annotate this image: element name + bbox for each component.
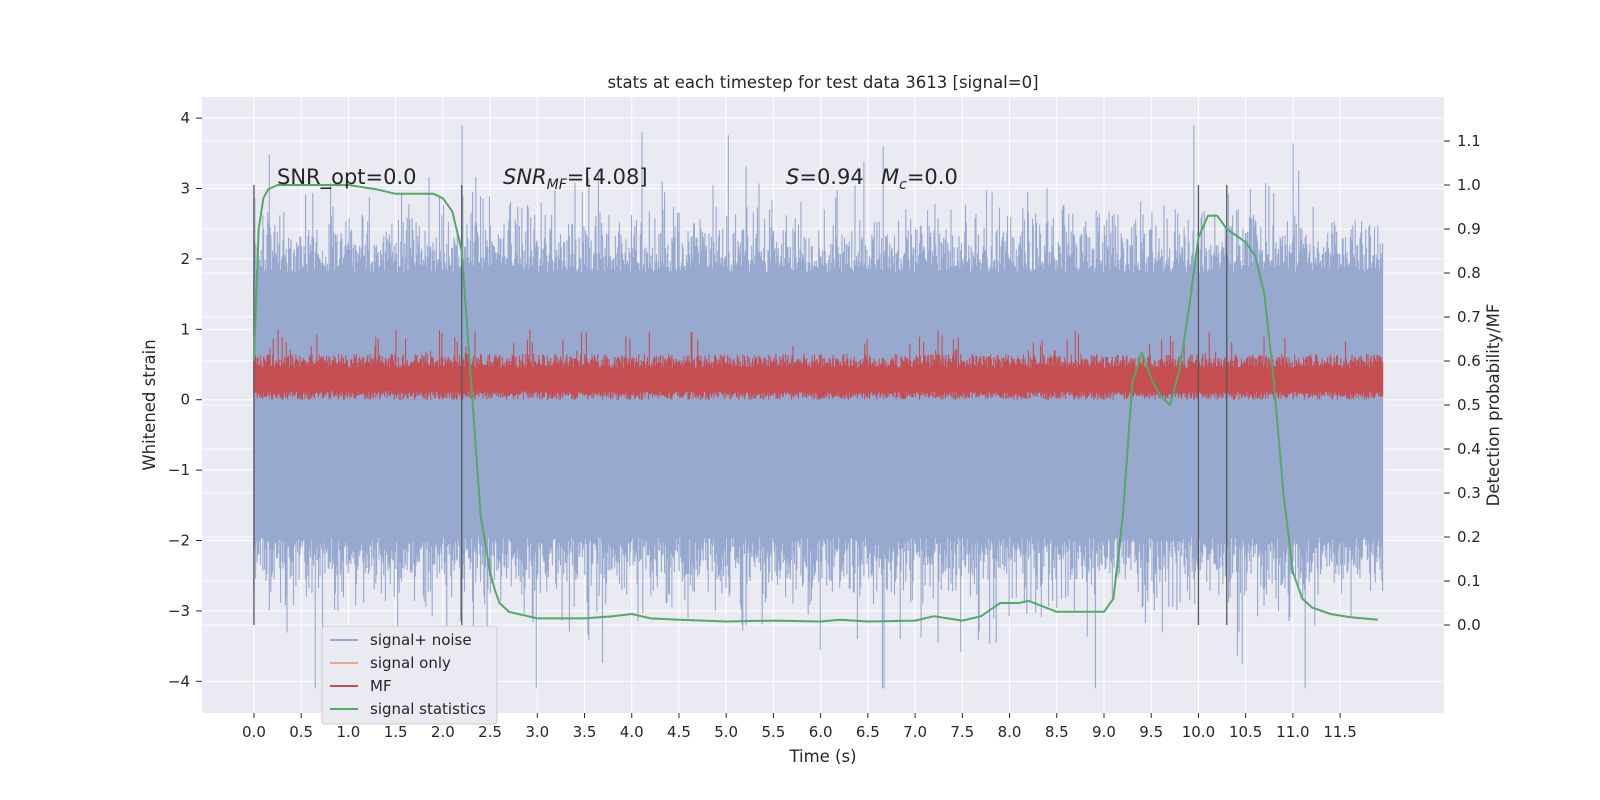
y-axis-label: Whitened strain <box>140 339 159 470</box>
mc-value: =0.0 <box>907 165 958 189</box>
y-tick-label: −1 <box>168 461 190 479</box>
s-value: =0.94 <box>799 165 863 189</box>
x-tick-label: 0.5 <box>289 723 313 741</box>
x-tick-label: 2.5 <box>478 723 502 741</box>
x-axis-label: Time (s) <box>788 747 856 766</box>
y-tick-label: 2 <box>180 250 190 268</box>
x-tick-label: 7.0 <box>903 723 927 741</box>
signal-statistics-line <box>252 184 1378 623</box>
y2-tick-label: 0.6 <box>1457 352 1481 370</box>
y2-tick-label: 0.5 <box>1457 396 1481 414</box>
legend-label-signal-statistics: signal statistics <box>370 700 486 718</box>
annotation-mc: Mc=0.0 <box>881 165 958 193</box>
y2-tick-label: 0.9 <box>1457 220 1481 238</box>
x-tick-label: 10.5 <box>1229 723 1262 741</box>
annotation-snr-opt: SNR_opt=0.0 <box>277 165 417 190</box>
y-tick-label: −3 <box>168 602 190 620</box>
x-tick-label: 2.0 <box>431 723 455 741</box>
y2-tick-label: 0.3 <box>1457 484 1481 502</box>
mc-symbol: M <box>881 165 899 189</box>
y2-tick-label: 1.1 <box>1457 132 1481 150</box>
x-tick-label: 3.0 <box>525 723 549 741</box>
y-tick-label: −2 <box>168 532 190 550</box>
snr-mf-subscript: MF <box>547 177 568 193</box>
y2-tick-label: 0.2 <box>1457 528 1481 546</box>
legend: signal+ noise signal only MF signal stat… <box>321 625 498 725</box>
snr-mf-symbol: SNR <box>503 165 547 189</box>
y-tick-label: −4 <box>168 672 190 690</box>
x-tick-label: 4.5 <box>667 723 691 741</box>
y2-tick-label: 0.4 <box>1457 440 1481 458</box>
x-tick-label: 6.5 <box>856 723 880 741</box>
mc-subscript: c <box>899 177 907 193</box>
annotation-snr-mf: SNRMF=[4.08] <box>503 165 648 193</box>
signal-statistics-series <box>252 184 1378 623</box>
x-tick-label: 5.5 <box>761 723 785 741</box>
y2-axis-label: Detection probability/MF <box>1484 304 1503 507</box>
x-tick-label: 11.5 <box>1323 723 1356 741</box>
x-tick-label: 8.5 <box>1045 723 1069 741</box>
y-tick-label: 0 <box>180 391 190 409</box>
y2-tick-label: 1.0 <box>1457 176 1481 194</box>
y-tick-label: 3 <box>180 180 190 198</box>
y2-tick-label: 0.8 <box>1457 264 1481 282</box>
y-tick-label: 1 <box>180 320 190 338</box>
y-tick-label: 4 <box>180 109 190 127</box>
x-tick-label: 3.5 <box>573 723 597 741</box>
y2-tick-label: 0.7 <box>1457 308 1481 326</box>
x-tick-label: 0.0 <box>242 723 266 741</box>
y-axis-ticks: 4 3 2 1 0 −1 −2 −3 −4 <box>168 109 202 690</box>
legend-box <box>321 625 498 725</box>
s-symbol: S <box>786 165 799 189</box>
legend-label-mf: MF <box>370 677 392 695</box>
x-tick-label: 1.5 <box>384 723 408 741</box>
x-tick-label: 6.0 <box>809 723 833 741</box>
y2-tick-label: 0.0 <box>1457 616 1481 634</box>
chart-title: stats at each timestep for test data 361… <box>607 73 1038 92</box>
x-tick-label: 4.0 <box>620 723 644 741</box>
x-tick-label: 8.0 <box>998 723 1022 741</box>
x-tick-label: 11.0 <box>1276 723 1309 741</box>
legend-label-signal-only: signal only <box>370 654 451 672</box>
vertical-markers <box>253 185 1228 625</box>
y2-axis-ticks: 1.1 1.0 0.9 0.8 0.7 0.6 0.5 0.4 0.3 0.2 0.1 0.0 <box>1444 132 1481 634</box>
x-tick-label: 5.0 <box>714 723 738 741</box>
legend-label-signal-noise: signal+ noise <box>370 631 472 649</box>
x-tick-label: 1.0 <box>336 723 360 741</box>
snr-mf-value: =[4.08] <box>567 165 648 189</box>
annotation-s: S=0.94 <box>786 165 864 189</box>
x-tick-label: 7.5 <box>950 723 974 741</box>
x-tick-label: 9.0 <box>1092 723 1116 741</box>
x-tick-label: 9.5 <box>1139 723 1163 741</box>
x-axis-ticks: 0.0 0.5 1.0 1.5 2.0 2.5 3.0 3.5 4.0 4.5 5.0 5.5 6.0 6… <box>242 713 1357 741</box>
y2-tick-label: 0.1 <box>1457 572 1481 590</box>
x-tick-label: 10.0 <box>1182 723 1215 741</box>
